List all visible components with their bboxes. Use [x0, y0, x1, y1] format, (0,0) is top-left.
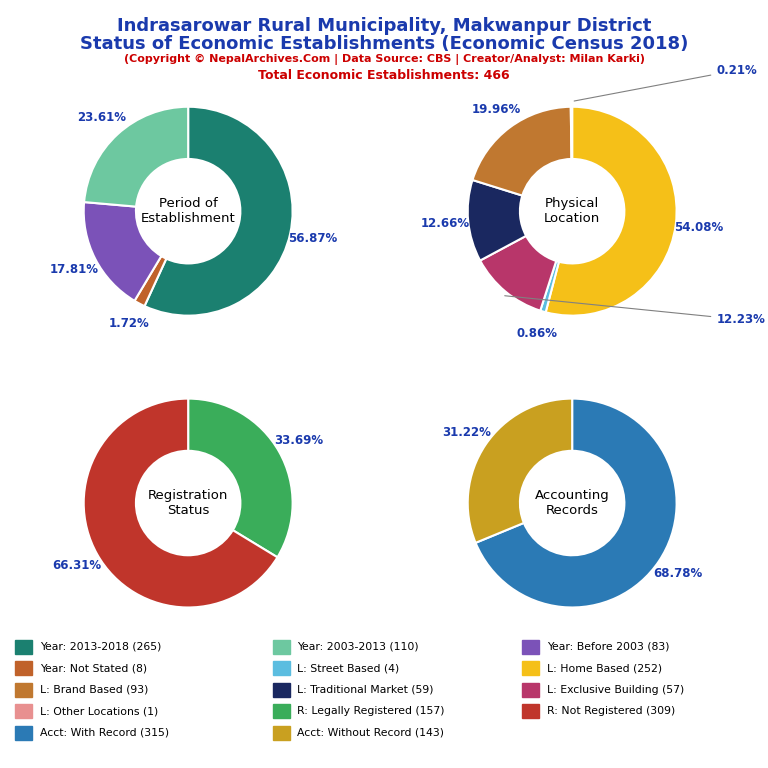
- Text: Total Economic Establishments: 466: Total Economic Establishments: 466: [258, 69, 510, 82]
- Wedge shape: [84, 399, 277, 607]
- Wedge shape: [468, 399, 572, 543]
- Text: 0.86%: 0.86%: [516, 327, 557, 340]
- Text: 1.72%: 1.72%: [108, 317, 149, 330]
- Text: R: Legally Registered (157): R: Legally Registered (157): [297, 706, 445, 717]
- Text: 54.08%: 54.08%: [674, 221, 723, 234]
- Text: Year: 2013-2018 (265): Year: 2013-2018 (265): [40, 641, 161, 652]
- Wedge shape: [571, 107, 572, 159]
- Text: L: Street Based (4): L: Street Based (4): [297, 663, 399, 674]
- Wedge shape: [144, 107, 293, 316]
- Wedge shape: [472, 107, 571, 196]
- Text: L: Home Based (252): L: Home Based (252): [547, 663, 662, 674]
- Text: Acct: Without Record (143): Acct: Without Record (143): [297, 727, 444, 738]
- Wedge shape: [468, 180, 526, 260]
- Text: Period of
Establishment: Period of Establishment: [141, 197, 236, 225]
- Wedge shape: [546, 107, 677, 316]
- Text: Year: Not Stated (8): Year: Not Stated (8): [40, 663, 147, 674]
- Text: 66.31%: 66.31%: [52, 559, 101, 572]
- Text: 0.21%: 0.21%: [574, 64, 757, 101]
- Text: Registration
Status: Registration Status: [148, 489, 228, 517]
- Text: 12.23%: 12.23%: [505, 296, 765, 326]
- Text: Physical
Location: Physical Location: [544, 197, 601, 225]
- Text: 19.96%: 19.96%: [472, 102, 521, 115]
- Wedge shape: [134, 256, 167, 306]
- Wedge shape: [475, 399, 677, 607]
- Text: L: Other Locations (1): L: Other Locations (1): [40, 706, 158, 717]
- Text: Year: 2003-2013 (110): Year: 2003-2013 (110): [297, 641, 419, 652]
- Wedge shape: [188, 399, 293, 558]
- Text: 33.69%: 33.69%: [275, 434, 324, 447]
- Text: L: Brand Based (93): L: Brand Based (93): [40, 684, 148, 695]
- Text: (Copyright © NepalArchives.Com | Data Source: CBS | Creator/Analyst: Milan Karki: (Copyright © NepalArchives.Com | Data So…: [124, 54, 644, 65]
- Text: 23.61%: 23.61%: [78, 111, 127, 124]
- Wedge shape: [84, 107, 188, 207]
- Text: Year: Before 2003 (83): Year: Before 2003 (83): [547, 641, 670, 652]
- Text: 68.78%: 68.78%: [654, 568, 703, 581]
- Text: 17.81%: 17.81%: [50, 263, 99, 276]
- Wedge shape: [480, 236, 556, 311]
- Text: Acct: With Record (315): Acct: With Record (315): [40, 727, 169, 738]
- Text: L: Traditional Market (59): L: Traditional Market (59): [297, 684, 434, 695]
- Text: 31.22%: 31.22%: [442, 425, 491, 439]
- Text: R: Not Registered (309): R: Not Registered (309): [547, 706, 675, 717]
- Text: Accounting
Records: Accounting Records: [535, 489, 610, 517]
- Wedge shape: [84, 202, 161, 301]
- Text: Status of Economic Establishments (Economic Census 2018): Status of Economic Establishments (Econo…: [80, 35, 688, 52]
- Text: 12.66%: 12.66%: [421, 217, 470, 230]
- Text: L: Exclusive Building (57): L: Exclusive Building (57): [547, 684, 684, 695]
- Text: 56.87%: 56.87%: [288, 232, 337, 245]
- Wedge shape: [540, 261, 559, 313]
- Text: Indrasarowar Rural Municipality, Makwanpur District: Indrasarowar Rural Municipality, Makwanp…: [117, 17, 651, 35]
